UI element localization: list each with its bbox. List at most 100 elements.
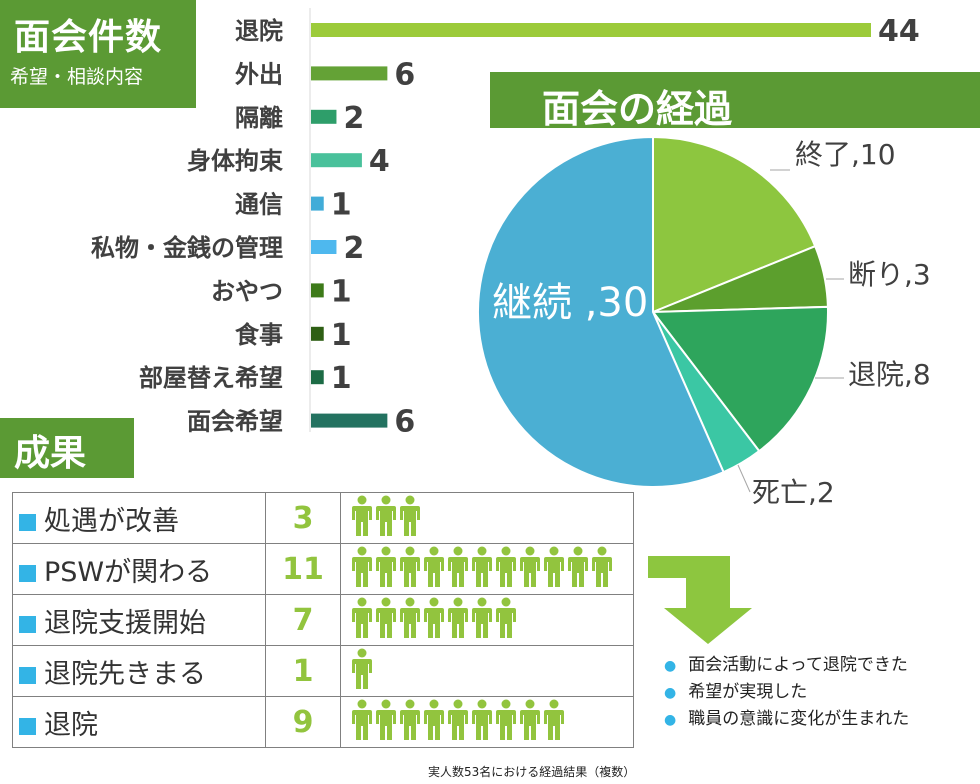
square-bullet-icon (19, 513, 36, 531)
footnote: 実人数53名における経過結果（複数） (428, 765, 636, 779)
row-label: 処遇が改善 (12, 492, 266, 544)
person-icon (495, 546, 517, 592)
pie-slice-label: 継続 ,30 (492, 280, 648, 326)
results-banner: 成果 (0, 418, 134, 478)
row-label: PSWが関わる (12, 543, 266, 595)
bar-category-label: 食事 (235, 321, 283, 349)
square-bullet-icon (19, 666, 36, 684)
person-icon (423, 597, 445, 643)
pie-slice-label: 終了,10 (795, 138, 896, 171)
outcome-item: ● 希望が実現した (664, 682, 808, 702)
bullet-icon: ● (664, 685, 677, 701)
pie-title-banner: 面会の経過 (490, 72, 980, 131)
person-icon (591, 546, 613, 592)
bar-category-label: 私物・金銭の管理 (91, 234, 283, 262)
row-label-text: 退院先きまる (44, 658, 206, 690)
bar-value-label: 4 (369, 144, 390, 179)
bar (311, 66, 388, 81)
bar-category-label: 身体拘束 (187, 147, 284, 175)
square-bullet-icon (19, 564, 36, 582)
bar (311, 23, 871, 37)
person-icon (543, 699, 565, 745)
bullet-icon: ● (664, 658, 677, 674)
bar-value-label: 2 (343, 231, 364, 266)
pie-slice (651, 305, 829, 453)
bar (311, 370, 324, 385)
pie-leader-line (737, 464, 751, 493)
person-icon (423, 546, 445, 592)
outcome-list: ● 面会活動によって退院できた ● 希望が実現した ● 職員の意識に変化が生まれた (664, 652, 909, 733)
table-row: 処遇が改善 3 (12, 492, 634, 544)
person-icon (399, 546, 421, 592)
person-icon (471, 699, 493, 745)
person-icon (495, 597, 517, 643)
bar-category-label: 部屋替え希望 (139, 364, 283, 392)
person-icon (567, 546, 589, 592)
bar-value-label: 1 (331, 274, 352, 309)
row-label-text: 処遇が改善 (44, 505, 179, 537)
person-icon (351, 648, 373, 694)
bar (311, 283, 324, 298)
table-row: PSWが関わる 11 (12, 543, 634, 595)
chart-subtitle: 希望・相談内容 (10, 66, 144, 88)
table-row: 退院先きまる 1 (12, 645, 634, 697)
table-row: 退院支援開始 7 (12, 594, 634, 646)
person-icon (375, 597, 397, 643)
down-right-arrow-icon (648, 556, 752, 644)
bar-value-label: 6 (394, 405, 415, 440)
pie-slice-label: 退院,8 (848, 358, 931, 391)
square-bullet-icon (19, 615, 36, 633)
row-count: 9 (265, 696, 341, 748)
pictogram-cell (340, 594, 634, 646)
bar-value-label: 44 (878, 14, 920, 49)
bar (311, 153, 362, 168)
person-icon (375, 546, 397, 592)
bar-category-label: 外出 (235, 60, 283, 88)
results-table: 処遇が改善 3 PSWが関わる 11 退院支援開始 7 退院先きまる 1 退院 9 (12, 492, 634, 748)
bar (311, 413, 388, 428)
bullet-icon: ● (664, 712, 677, 728)
person-icon (447, 699, 469, 745)
results-title: 成果 (14, 433, 87, 474)
person-icon (447, 597, 469, 643)
person-icon (423, 699, 445, 745)
outcome-item: ● 面会活動によって退院できた (664, 655, 908, 675)
bar (311, 109, 337, 124)
pie-title: 面会の経過 (542, 87, 733, 131)
bar (311, 196, 324, 211)
person-icon (399, 495, 421, 541)
bar (311, 326, 324, 341)
pie-slice-label: 断り,3 (848, 258, 931, 291)
bar-value-label: 1 (331, 361, 352, 396)
row-count: 3 (265, 492, 341, 544)
person-icon (447, 546, 469, 592)
person-icon (519, 546, 541, 592)
row-count: 11 (265, 543, 341, 595)
row-count: 1 (265, 645, 341, 697)
person-icon (351, 546, 373, 592)
bar-value-label: 6 (394, 57, 415, 92)
pictogram-cell (340, 492, 634, 544)
bar-category-label: おやつ (211, 277, 283, 305)
pictogram-cell (340, 543, 634, 595)
person-icon (399, 597, 421, 643)
pictogram-cell (340, 645, 634, 697)
person-icon (471, 597, 493, 643)
outcome-item: ● 職員の意識に変化が生まれた (664, 709, 910, 729)
pie-slice (652, 135, 817, 314)
table-row: 退院 9 (12, 696, 634, 748)
person-icon (375, 495, 397, 541)
person-icon (471, 546, 493, 592)
title-banner: 面会件数 希望・相談内容 (0, 0, 196, 108)
person-icon (351, 597, 373, 643)
row-label-text: 退院 (44, 709, 98, 741)
bar-category-label: 面会希望 (187, 408, 283, 436)
pictogram-cell (340, 696, 634, 748)
row-label-text: 退院支援開始 (44, 607, 206, 639)
bar-category-label: 退院 (235, 17, 283, 45)
square-bullet-icon (19, 717, 36, 735)
pie-chart: 終了,10 断り,3 退院,8 死亡,2 継続 ,30 (477, 135, 931, 509)
person-icon (495, 699, 517, 745)
person-icon (375, 699, 397, 745)
row-label: 退院先きまる (12, 645, 266, 697)
